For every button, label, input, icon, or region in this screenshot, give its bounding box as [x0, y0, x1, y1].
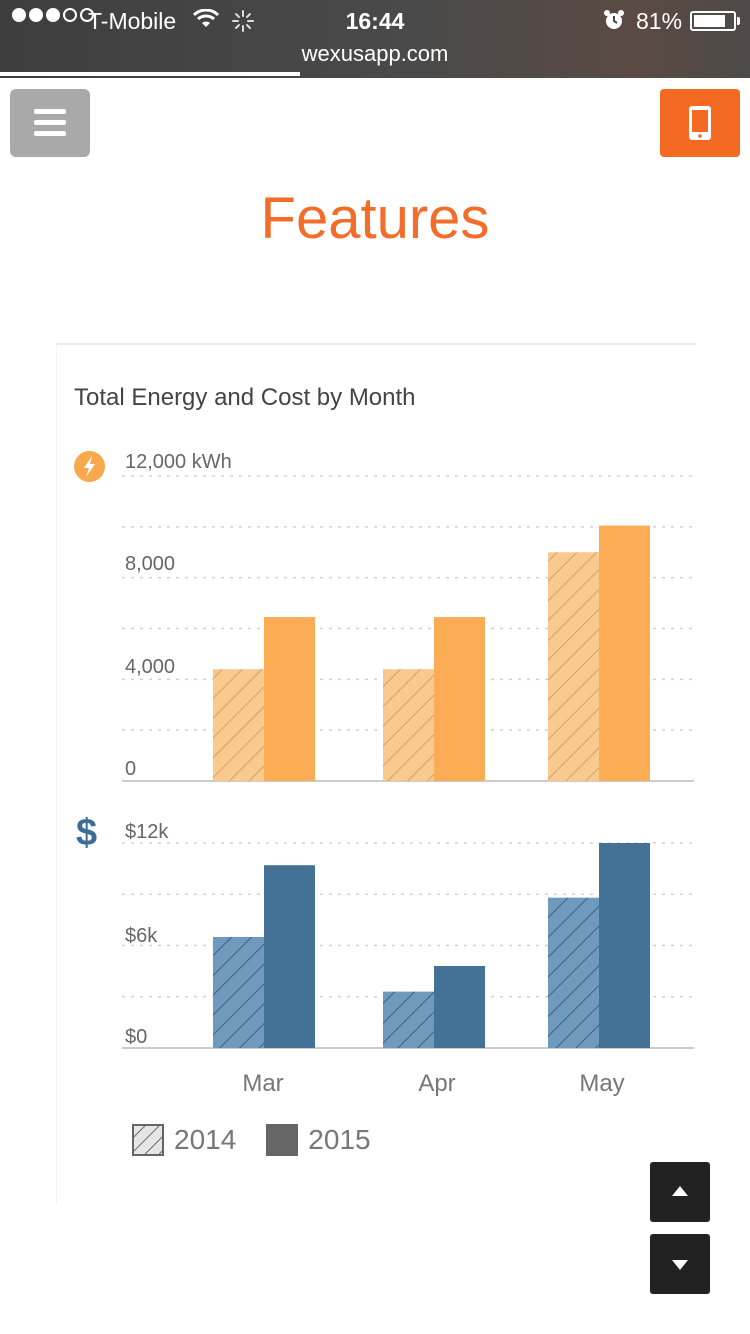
menu-button[interactable]: [10, 89, 90, 157]
cost-bar-may-2014: [548, 897, 599, 1048]
mobile-app-button[interactable]: [660, 89, 740, 157]
cost-y-tick: $12k: [125, 821, 169, 843]
energy-bar-mar-2014: [213, 669, 264, 781]
signal-strength-icon: [12, 8, 94, 22]
chart-legend: 2014 2015: [132, 1124, 401, 1156]
energy-bar-apr-2015: [434, 617, 485, 781]
energy-bar-apr-2014: [383, 669, 434, 781]
scroll-up-button[interactable]: [650, 1162, 710, 1222]
cost-bar-apr-2015: [434, 966, 485, 1048]
arrow-down-icon: [672, 1260, 688, 1270]
energy-y-tick: 4,000: [125, 656, 176, 678]
cost-y-tick: $6k: [125, 925, 158, 947]
solid-swatch-icon: [266, 1124, 299, 1156]
energy-y-tick: 12,000 kWh: [125, 451, 232, 473]
alarm-icon: [604, 10, 624, 29]
wifi-icon: [193, 9, 219, 27]
battery-percent: 81%: [636, 8, 683, 34]
lightning-bolt-icon: [74, 451, 105, 482]
cost-bar-mar-2014: [213, 936, 264, 1048]
legend-label: 2014: [174, 1124, 237, 1155]
month-label: Apr: [418, 1070, 456, 1097]
page-load-progress: [0, 72, 300, 76]
scroll-down-button[interactable]: [650, 1234, 710, 1294]
legend-item-2015: 2015: [266, 1124, 371, 1156]
energy-y-tick: 8,000: [125, 553, 176, 575]
cost-bar-may-2015: [599, 843, 650, 1048]
arrow-up-icon: [672, 1186, 688, 1196]
chart-title: Total Energy and Cost by Month: [74, 384, 416, 411]
hatched-swatch-icon: [132, 1124, 164, 1156]
legend-item-2014: 2014: [132, 1124, 236, 1156]
month-label: Mar: [242, 1070, 284, 1097]
clock-time: 16:44: [345, 8, 405, 34]
battery-icon: [690, 11, 736, 31]
legend-label: 2015: [308, 1124, 371, 1155]
address-bar-url[interactable]: wexusapp.com: [301, 41, 449, 66]
page-title: Features: [260, 185, 490, 251]
energy-bar-may-2014: [548, 552, 599, 781]
energy-bar-may-2015: [599, 525, 650, 781]
cost-bar-apr-2014: [383, 991, 434, 1048]
hamburger-icon: [34, 109, 66, 114]
cost-bar-mar-2015: [264, 865, 315, 1048]
loading-spinner-icon: [232, 10, 254, 32]
carrier-name: T-Mobile: [88, 8, 177, 34]
dollar-icon: $: [76, 812, 98, 854]
energy-y-tick: 0: [125, 758, 137, 780]
month-label: May: [579, 1070, 625, 1097]
energy-bar-mar-2015: [264, 617, 315, 781]
cost-y-tick: $0: [125, 1026, 148, 1048]
mobile-phone-icon: [689, 106, 711, 140]
status-bar: T-Mobile 16:44 81% wexusapp.com: [0, 0, 750, 78]
